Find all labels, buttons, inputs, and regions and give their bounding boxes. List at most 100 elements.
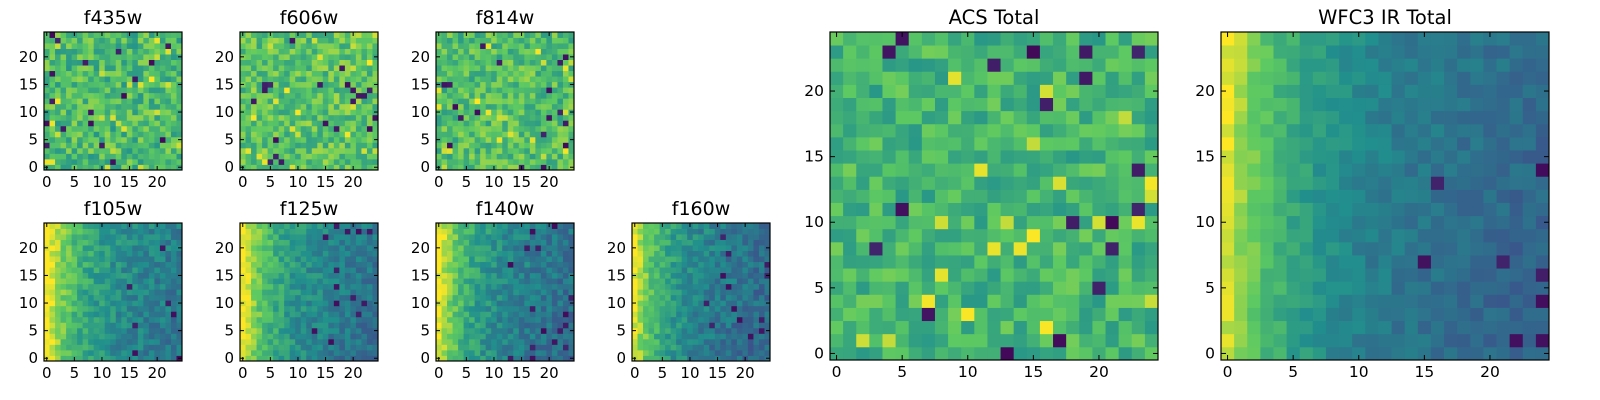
heatmap-cell <box>452 338 459 345</box>
heatmap-cell <box>546 109 553 116</box>
heatmap-cell <box>366 333 373 340</box>
heatmap-cell <box>921 202 936 217</box>
heatmap-cell <box>251 283 257 290</box>
heatmap-cell <box>1131 176 1146 190</box>
heatmap-cell <box>93 305 100 312</box>
heatmap-cell <box>339 158 346 165</box>
heatmap-cell <box>513 32 520 38</box>
heatmap-cell <box>518 283 525 290</box>
heatmap-cell <box>49 54 56 60</box>
heatmap-cell <box>372 322 379 329</box>
heatmap-cell <box>1118 320 1133 335</box>
heatmap-cell <box>513 59 520 66</box>
heatmap-cell <box>339 147 346 154</box>
heatmap-cell <box>843 346 857 361</box>
heatmap-cell <box>742 338 749 345</box>
heatmap-cell <box>524 300 531 307</box>
heatmap-cell <box>240 283 246 290</box>
heatmap-cell <box>306 294 313 301</box>
heatmap-cell <box>654 344 660 351</box>
heatmap-cell <box>502 153 509 160</box>
heatmap-cell <box>355 142 362 149</box>
heatmap-cell <box>262 158 268 165</box>
heatmap-cell <box>295 120 302 127</box>
heatmap-cell <box>278 76 285 83</box>
heatmap-cell <box>306 114 313 121</box>
heatmap-cell <box>747 305 754 312</box>
heatmap-cell <box>670 256 677 263</box>
heatmap-cell <box>148 98 155 105</box>
heatmap-cell <box>557 136 564 143</box>
heatmap-cell <box>66 131 72 138</box>
heatmap-cell <box>262 32 268 38</box>
heatmap-cell <box>507 142 514 149</box>
heatmap-cell <box>436 125 442 132</box>
heatmap-cell <box>557 142 564 149</box>
heatmap-cell <box>104 355 111 362</box>
heatmap-cell <box>66 142 72 149</box>
heatmap-cell <box>474 109 481 116</box>
heatmap-cell <box>366 164 373 171</box>
heatmap-cell <box>1118 255 1133 269</box>
y-tick-label: 5 <box>616 322 626 340</box>
heatmap-cell <box>513 256 520 263</box>
heatmap-cell <box>82 158 89 165</box>
heatmap-cell <box>361 250 368 257</box>
heatmap-cell <box>333 316 340 323</box>
heatmap-cell <box>372 234 379 240</box>
heatmap-cell <box>110 261 117 268</box>
heatmap-cell <box>115 338 122 345</box>
heatmap-cell <box>311 228 318 235</box>
heatmap-cell <box>513 125 520 132</box>
heatmap-cell <box>524 355 531 362</box>
heatmap-cell <box>115 261 122 268</box>
heatmap-cell <box>355 147 362 154</box>
heatmap-cell <box>137 278 144 285</box>
heatmap-cell <box>176 142 183 149</box>
heatmap-cell <box>262 316 268 323</box>
heatmap-cell <box>366 43 373 49</box>
heatmap-cell <box>632 305 638 312</box>
heatmap-cell <box>273 131 280 138</box>
heatmap-cell <box>518 278 525 285</box>
heatmap-cell <box>882 228 896 243</box>
heatmap-cell <box>176 59 183 66</box>
heatmap-cell <box>469 316 476 323</box>
heatmap-cell <box>665 316 672 323</box>
heatmap-cell <box>1053 346 1067 361</box>
heatmap-cell <box>502 349 509 356</box>
heatmap-cell <box>562 294 569 301</box>
heatmap-cell <box>529 120 536 127</box>
heatmap-cell <box>1026 215 1041 230</box>
heatmap-cell <box>350 136 357 143</box>
heatmap-cell <box>665 349 672 356</box>
heatmap-cell <box>60 327 67 334</box>
heatmap-cell <box>289 349 296 356</box>
heatmap-cell <box>137 153 144 160</box>
heatmap-cell <box>143 338 150 345</box>
heatmap-cell <box>88 223 95 229</box>
heatmap-cell <box>262 103 268 110</box>
heatmap-cell <box>447 355 453 362</box>
heatmap-cell <box>66 87 72 94</box>
heatmap-cell <box>49 43 56 49</box>
heatmap-cell <box>463 136 470 143</box>
heatmap-cell <box>322 114 329 121</box>
heatmap-cell <box>55 131 61 138</box>
panel-title: f105w <box>84 198 143 220</box>
heatmap-cell <box>115 98 122 105</box>
heatmap-cell <box>71 109 78 116</box>
heatmap-cell <box>507 147 514 154</box>
heatmap-cell <box>1092 163 1106 177</box>
heatmap-cell <box>88 261 95 268</box>
heatmap-cell <box>170 311 177 318</box>
heatmap-cell <box>524 239 531 246</box>
heatmap-cell <box>961 320 975 335</box>
heatmap-cell <box>256 158 263 165</box>
heatmap-cell <box>350 305 357 312</box>
heatmap-cell <box>251 37 257 44</box>
heatmap-cell <box>1144 333 1159 348</box>
heatmap-cell <box>551 92 558 99</box>
heatmap-cell <box>518 153 525 160</box>
heatmap-cell <box>540 327 547 334</box>
